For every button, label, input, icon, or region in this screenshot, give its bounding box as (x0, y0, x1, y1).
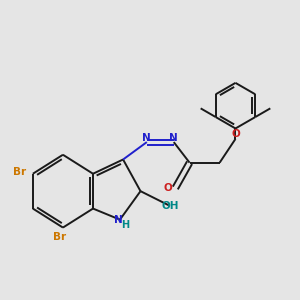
Text: H: H (122, 220, 130, 230)
Text: N: N (142, 133, 151, 143)
Text: Br: Br (52, 232, 66, 242)
Text: OH: OH (162, 201, 179, 211)
Text: N: N (114, 215, 123, 225)
Text: O: O (164, 183, 173, 193)
Text: O: O (231, 128, 240, 139)
Text: N: N (169, 133, 178, 143)
Text: Br: Br (13, 167, 26, 177)
